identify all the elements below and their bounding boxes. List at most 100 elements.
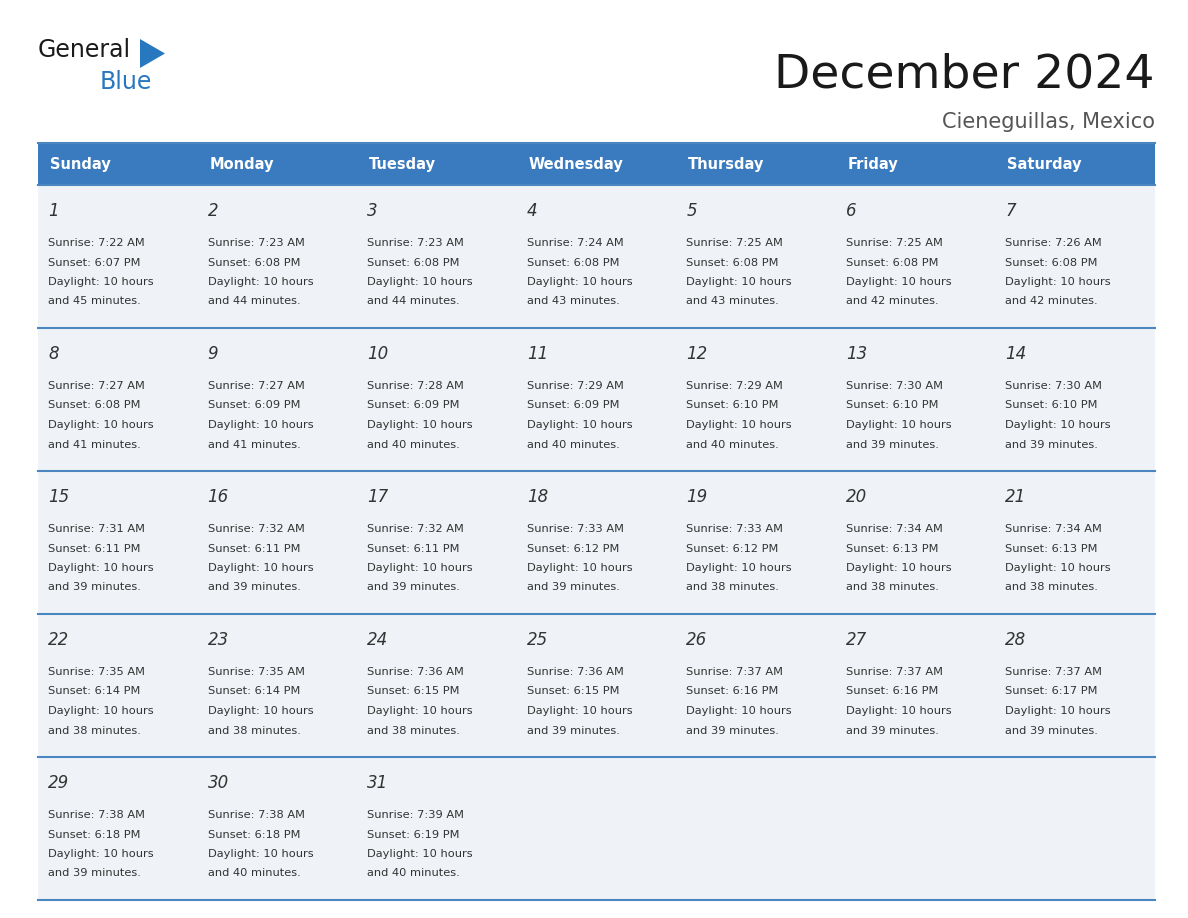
Text: and 40 minutes.: and 40 minutes.: [526, 440, 619, 450]
Bar: [836, 757, 996, 900]
Text: 13: 13: [846, 345, 867, 363]
Text: Sunset: 6:16 PM: Sunset: 6:16 PM: [846, 687, 939, 697]
Text: Daylight: 10 hours: Daylight: 10 hours: [367, 849, 473, 859]
Text: Sunrise: 7:35 AM: Sunrise: 7:35 AM: [208, 667, 304, 677]
Text: Sunset: 6:15 PM: Sunset: 6:15 PM: [367, 687, 460, 697]
Bar: [517, 185, 676, 328]
Text: Sunset: 6:18 PM: Sunset: 6:18 PM: [208, 830, 301, 839]
Text: 4: 4: [526, 202, 537, 220]
Text: Daylight: 10 hours: Daylight: 10 hours: [48, 420, 153, 430]
Text: Daylight: 10 hours: Daylight: 10 hours: [846, 563, 952, 573]
Text: and 39 minutes.: and 39 minutes.: [208, 583, 301, 592]
Bar: [358, 328, 517, 471]
Text: Sunrise: 7:23 AM: Sunrise: 7:23 AM: [208, 238, 304, 248]
Text: and 45 minutes.: and 45 minutes.: [48, 297, 140, 307]
Text: Daylight: 10 hours: Daylight: 10 hours: [208, 849, 314, 859]
Text: and 39 minutes.: and 39 minutes.: [1005, 725, 1098, 735]
Text: 16: 16: [208, 488, 229, 506]
Text: Sunset: 6:08 PM: Sunset: 6:08 PM: [687, 258, 779, 267]
Text: 24: 24: [367, 631, 388, 649]
Text: Sunrise: 7:24 AM: Sunrise: 7:24 AM: [526, 238, 624, 248]
Text: 7: 7: [1005, 202, 1016, 220]
Text: and 39 minutes.: and 39 minutes.: [846, 440, 939, 450]
Text: Sunrise: 7:35 AM: Sunrise: 7:35 AM: [48, 667, 145, 677]
Text: and 43 minutes.: and 43 minutes.: [526, 297, 619, 307]
Text: and 42 minutes.: and 42 minutes.: [846, 297, 939, 307]
Text: 9: 9: [208, 345, 219, 363]
Text: Sunrise: 7:28 AM: Sunrise: 7:28 AM: [367, 381, 465, 391]
Bar: [996, 614, 1155, 757]
Text: and 40 minutes.: and 40 minutes.: [208, 868, 301, 879]
Bar: [676, 471, 836, 614]
Text: Daylight: 10 hours: Daylight: 10 hours: [526, 563, 632, 573]
Text: 22: 22: [48, 631, 69, 649]
Text: Daylight: 10 hours: Daylight: 10 hours: [48, 849, 153, 859]
Text: and 39 minutes.: and 39 minutes.: [526, 583, 620, 592]
Text: Tuesday: Tuesday: [369, 156, 436, 172]
Text: 6: 6: [846, 202, 857, 220]
Bar: [38, 328, 197, 471]
Text: Daylight: 10 hours: Daylight: 10 hours: [526, 706, 632, 716]
Bar: [517, 143, 676, 185]
Text: and 38 minutes.: and 38 minutes.: [846, 583, 939, 592]
Bar: [197, 185, 358, 328]
Text: Sunset: 6:11 PM: Sunset: 6:11 PM: [367, 543, 460, 554]
Text: Sunrise: 7:38 AM: Sunrise: 7:38 AM: [208, 810, 304, 820]
Text: Sunrise: 7:31 AM: Sunrise: 7:31 AM: [48, 524, 145, 534]
Text: and 40 minutes.: and 40 minutes.: [367, 440, 460, 450]
Bar: [996, 471, 1155, 614]
Text: 30: 30: [208, 774, 229, 792]
Text: 20: 20: [846, 488, 867, 506]
Text: and 42 minutes.: and 42 minutes.: [1005, 297, 1098, 307]
Bar: [38, 471, 197, 614]
Bar: [517, 328, 676, 471]
Text: 28: 28: [1005, 631, 1026, 649]
Text: Monday: Monday: [209, 156, 274, 172]
Text: Daylight: 10 hours: Daylight: 10 hours: [48, 563, 153, 573]
Text: Sunrise: 7:23 AM: Sunrise: 7:23 AM: [367, 238, 465, 248]
Text: Sunset: 6:14 PM: Sunset: 6:14 PM: [208, 687, 299, 697]
Text: Daylight: 10 hours: Daylight: 10 hours: [1005, 420, 1111, 430]
Text: Sunset: 6:08 PM: Sunset: 6:08 PM: [48, 400, 140, 410]
Bar: [197, 143, 358, 185]
Text: and 38 minutes.: and 38 minutes.: [367, 725, 460, 735]
Text: Sunset: 6:11 PM: Sunset: 6:11 PM: [48, 543, 140, 554]
Text: 26: 26: [687, 631, 708, 649]
Text: 8: 8: [48, 345, 58, 363]
Text: Sunrise: 7:37 AM: Sunrise: 7:37 AM: [846, 667, 943, 677]
Text: Sunset: 6:08 PM: Sunset: 6:08 PM: [208, 258, 301, 267]
Text: Sunday: Sunday: [50, 156, 110, 172]
Text: 10: 10: [367, 345, 388, 363]
Text: and 39 minutes.: and 39 minutes.: [846, 725, 939, 735]
Text: Sunrise: 7:33 AM: Sunrise: 7:33 AM: [526, 524, 624, 534]
Bar: [836, 143, 996, 185]
Bar: [358, 143, 517, 185]
Text: 5: 5: [687, 202, 697, 220]
Text: Sunset: 6:12 PM: Sunset: 6:12 PM: [526, 543, 619, 554]
Text: 2: 2: [208, 202, 219, 220]
Bar: [197, 328, 358, 471]
Text: 21: 21: [1005, 488, 1026, 506]
Bar: [358, 614, 517, 757]
Text: General: General: [38, 38, 131, 62]
Text: Daylight: 10 hours: Daylight: 10 hours: [687, 563, 792, 573]
Text: and 41 minutes.: and 41 minutes.: [208, 440, 301, 450]
Bar: [358, 185, 517, 328]
Text: and 38 minutes.: and 38 minutes.: [1005, 583, 1098, 592]
Text: Sunrise: 7:34 AM: Sunrise: 7:34 AM: [1005, 524, 1102, 534]
Text: Friday: Friday: [848, 156, 898, 172]
Text: Daylight: 10 hours: Daylight: 10 hours: [208, 706, 314, 716]
Bar: [676, 328, 836, 471]
Text: 3: 3: [367, 202, 378, 220]
Text: Sunset: 6:19 PM: Sunset: 6:19 PM: [367, 830, 460, 839]
Polygon shape: [140, 39, 165, 68]
Bar: [676, 143, 836, 185]
Text: Daylight: 10 hours: Daylight: 10 hours: [208, 563, 314, 573]
Text: Daylight: 10 hours: Daylight: 10 hours: [367, 420, 473, 430]
Text: Daylight: 10 hours: Daylight: 10 hours: [208, 277, 314, 287]
Text: Daylight: 10 hours: Daylight: 10 hours: [846, 277, 952, 287]
Bar: [517, 757, 676, 900]
Text: and 39 minutes.: and 39 minutes.: [687, 725, 779, 735]
Text: Sunset: 6:07 PM: Sunset: 6:07 PM: [48, 258, 140, 267]
Bar: [517, 614, 676, 757]
